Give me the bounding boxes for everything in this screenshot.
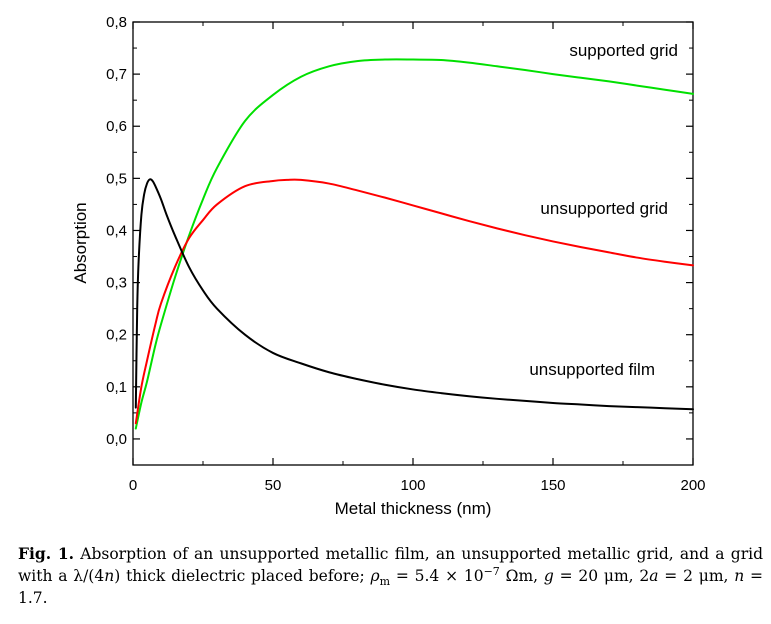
y-tick-label: 0,5	[106, 170, 127, 187]
caption-n-value: = 1.7.	[18, 567, 763, 607]
unsupported-grid-annotation: unsupported grid	[540, 199, 668, 218]
supported-grid-line	[134, 58, 694, 430]
x-axis-label: Metal thickness (nm)	[335, 499, 492, 518]
y-tick-label: 0,6	[106, 118, 127, 135]
supported-grid-annotation: supported grid	[569, 41, 678, 60]
figure-label: Fig. 1.	[18, 544, 75, 563]
caption-g-symbol: g	[543, 567, 554, 585]
caption-rho-exp: −7	[483, 564, 500, 578]
caption-g-value: = 20 μm, 2	[553, 567, 650, 585]
figure-caption: Fig. 1. Absorption of an unsupported met…	[18, 543, 763, 609]
y-tick-label: 0,7	[106, 66, 127, 83]
x-tick-label: 100	[400, 477, 425, 494]
caption-lambda-close: )	[114, 567, 121, 585]
caption-rho-sub: m	[379, 575, 391, 589]
unsupported-grid-line	[134, 178, 694, 425]
y-tick-label: 0,1	[106, 379, 127, 396]
caption-text-1: Absorption of an unsupported metallic fi…	[18, 545, 763, 585]
caption-n-symbol: n	[104, 567, 115, 585]
caption-text-2: thick dielectric placed before;	[120, 567, 371, 585]
caption-rho-unit: Ωm,	[499, 567, 544, 585]
x-tick-label: 50	[265, 477, 282, 494]
y-tick-label: 0,3	[106, 275, 127, 292]
series-layer	[134, 58, 694, 430]
caption-lambda-expr: λ/(4	[73, 567, 105, 585]
y-tick-label: 0,0	[106, 431, 127, 448]
caption-n-symbol-2: n	[734, 567, 745, 585]
caption-rho-value: = 5.4 × 10	[390, 567, 484, 585]
absorption-chart: 0 50 100 150 200 0,0 0,1 0,2 0,3 0,4 0,5 0,6 0,7 0,8 s…	[71, 14, 706, 518]
y-axis-label: Absorption	[71, 202, 90, 283]
ticks-layer	[132, 21, 694, 465]
labels-layer: 0 50 100 150 200 0,0 0,1 0,2 0,3 0,4 0,5 0,6 0,7 0,8 s…	[106, 14, 705, 494]
y-tick-label: 0,4	[106, 222, 127, 239]
x-tick-label: 200	[680, 477, 705, 494]
caption-a-symbol: a	[649, 567, 659, 585]
plot-frame	[132, 21, 694, 466]
y-tick-label: 0,2	[106, 327, 127, 344]
x-tick-label: 150	[540, 477, 565, 494]
x-tick-label: 0	[129, 477, 137, 494]
unsupported-film-line	[134, 178, 694, 411]
caption-rho-symbol: ρ	[370, 567, 380, 585]
y-tick-label: 0,8	[106, 14, 127, 31]
caption-a-value: = 2 μm,	[658, 567, 735, 585]
unsupported-film-annotation: unsupported film	[529, 360, 655, 379]
